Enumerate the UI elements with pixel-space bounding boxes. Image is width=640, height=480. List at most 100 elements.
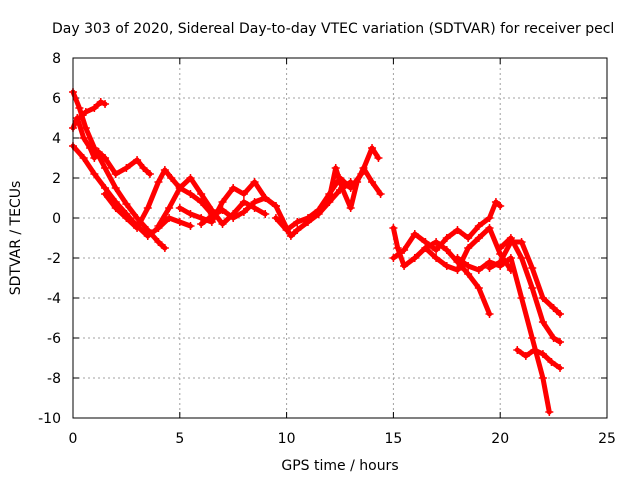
data-point [122,200,131,208]
x-axis-label: GPS time / hours [281,458,398,474]
data-point [353,178,362,186]
series-arc-7 [175,178,280,226]
data-point [145,170,154,178]
data-point [400,246,409,254]
data-point [154,238,163,246]
data-point [239,190,248,198]
data-point [239,198,248,206]
data-point [111,204,120,212]
series-trace [487,239,563,317]
data-point [538,318,547,326]
data-point [79,154,88,162]
data-point [464,244,473,252]
data-point [90,170,99,178]
data-point [111,170,120,178]
x-tick-label: 20 [491,431,509,447]
series-trace [70,115,153,177]
data-point [338,184,347,192]
data-point [160,166,169,174]
series-trace [326,165,384,211]
plot-frame [72,57,608,419]
y-tick-label: -4 [47,291,61,307]
data-point [90,144,99,152]
data-point [186,174,195,182]
data-point [464,234,473,242]
series-trace [390,199,503,261]
data-point [442,234,451,242]
data-point [160,244,169,252]
data-point [496,244,505,252]
data-point [410,230,419,238]
data-point [496,258,505,266]
series-arc-14 [453,254,554,416]
data-point [506,254,515,262]
data-point [389,224,398,232]
data-point [207,212,216,220]
data-point [101,190,110,198]
data-point [218,220,227,228]
data-point [250,198,259,206]
series-trace [177,179,279,225]
data-point [111,184,120,192]
series-trace [198,179,354,239]
data-point [218,206,227,214]
data-point [90,104,99,112]
x-tick-label: 10 [278,431,296,447]
data-point [530,346,539,354]
data-point [143,232,152,240]
chart-title: Day 303 of 2020, Sidereal Day-to-day VTE… [52,21,614,37]
data-point [133,224,142,232]
series-trace [514,347,563,371]
data-point [517,294,526,302]
data-point [393,244,402,252]
x-tick-label: 25 [598,431,616,447]
data-point [368,178,377,186]
data-point [538,294,547,302]
data-point [286,232,295,240]
data-point [545,408,554,416]
data-point [139,164,148,172]
series-arc-10 [325,164,385,212]
data-point [175,204,184,212]
data-point [282,226,291,234]
data-point [442,246,451,254]
data-point [474,266,483,274]
data-point [474,222,483,230]
data-point [521,352,530,360]
data-point [175,184,184,192]
data-point [400,262,409,270]
data-point [432,254,441,262]
y-tick-label: 8 [52,51,61,67]
series-arc-11 [389,224,494,318]
data-point [491,198,500,206]
data-point [464,262,473,270]
data-point [513,346,522,354]
data-point [75,104,84,112]
data-point [75,114,84,122]
data-point [143,204,152,212]
series-arc-12 [389,198,505,262]
data-point [556,364,565,372]
data-point [81,108,90,116]
data-point [453,226,462,234]
x-tick-label: 15 [384,431,402,447]
data-point [197,190,206,198]
data-point [432,238,441,246]
data-point [133,156,142,164]
data-point [261,194,270,202]
data-point [538,350,547,358]
data-point [229,184,238,192]
data-point [165,204,174,212]
data-point [154,222,163,230]
data-point [517,238,526,246]
data-point [485,310,494,318]
data-point [271,214,280,222]
data-point [389,254,398,262]
x-tick-label: 5 [175,431,184,447]
data-point [538,374,547,382]
data-point [239,208,248,216]
y-tick-label: 2 [52,171,61,187]
data-point [517,254,526,262]
data-point [359,164,368,172]
data-series [69,88,565,416]
